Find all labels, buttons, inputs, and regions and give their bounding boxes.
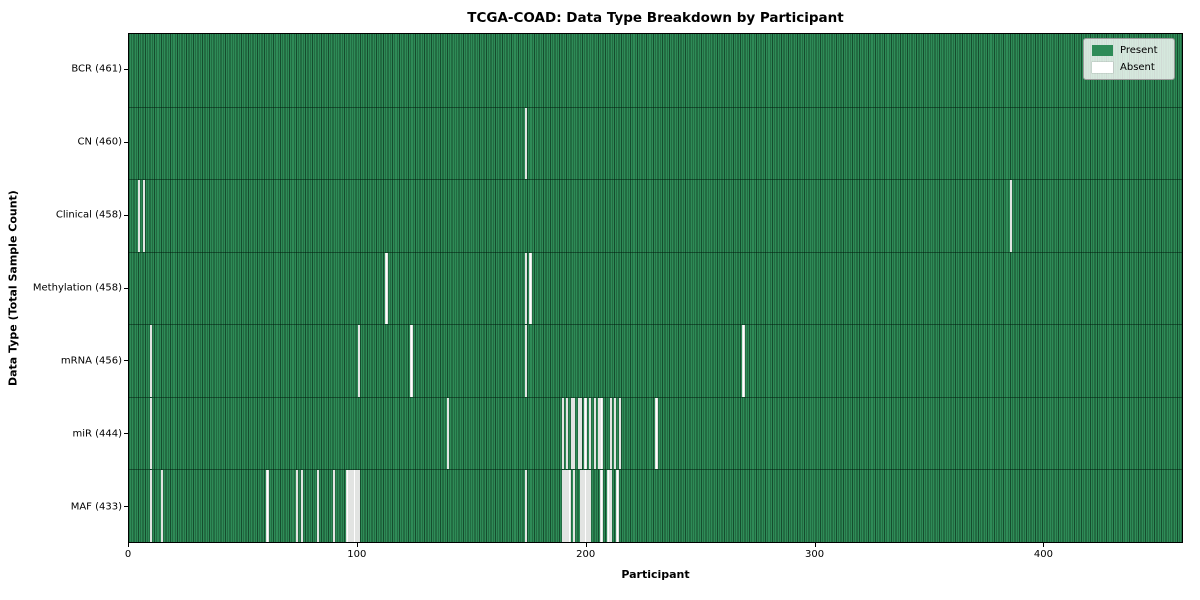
y-tick-mark (124, 506, 128, 508)
y-tick-mark (124, 68, 128, 70)
absent-bar (524, 252, 528, 325)
absent-bar (142, 180, 145, 252)
x-tick-label-0: 0 (124, 549, 132, 560)
legend-label-present: Present (1120, 45, 1158, 56)
x-axis-label: Participant (621, 568, 690, 581)
absent-bar (1010, 180, 1013, 252)
row-mRNA (129, 324, 1182, 397)
absent-bar (566, 470, 569, 542)
absent-bar (607, 470, 610, 542)
x-tick-mark (585, 543, 587, 547)
absent-bar (447, 397, 450, 470)
absent-bar (618, 397, 622, 470)
x-tick-label-400: 400 (1033, 549, 1053, 560)
absent-bar (614, 397, 617, 470)
row-CN (129, 106, 1182, 180)
absent-bar (355, 470, 358, 542)
x-tick-label-200: 200 (576, 549, 596, 560)
absent-bar (572, 470, 576, 542)
legend-item-present: Present (1092, 45, 1166, 56)
absent-bar (300, 470, 303, 542)
absent-bar (584, 470, 587, 542)
absent-bar (563, 470, 567, 542)
absent-bar (357, 470, 361, 542)
y-tick-label-CN: CN (460) (77, 136, 122, 148)
legend-label-absent: Absent (1120, 62, 1155, 73)
absent-bar (149, 470, 152, 542)
absent-bar (561, 397, 564, 470)
absent-bar (616, 470, 619, 542)
absent-bar (586, 470, 589, 542)
absent-bar (579, 470, 583, 542)
absent-bar (357, 325, 361, 397)
present-swatch-icon (1092, 45, 1113, 56)
plot-area (128, 33, 1183, 543)
absent-bar (598, 397, 601, 470)
legend-item-absent: Absent (1092, 62, 1166, 73)
x-tick-mark (356, 543, 358, 547)
absent-bar (353, 470, 356, 542)
absent-bar (572, 397, 576, 470)
absent-bar (138, 180, 141, 252)
legend: Present Absent (1083, 38, 1175, 80)
absent-bar (609, 470, 612, 542)
y-tick-label-mRNA: mRNA (456) (60, 355, 122, 367)
y-tick-label-MAF: MAF (433) (70, 501, 122, 513)
row-MAF (129, 469, 1182, 542)
absent-bar (570, 397, 573, 470)
absent-bar (332, 470, 335, 542)
chart-title: TCGA-COAD: Data Type Breakdown by Partic… (467, 10, 844, 26)
absent-swatch-icon (1092, 62, 1113, 73)
x-tick-label-300: 300 (805, 549, 825, 560)
x-tick-mark (128, 543, 129, 547)
y-tick-mark (124, 141, 128, 143)
absent-bar (149, 397, 152, 470)
y-tick-label-Clinical: Clinical (458) (55, 209, 122, 221)
absent-bar (316, 470, 319, 542)
absent-bar (577, 397, 580, 470)
absent-bar (296, 470, 299, 542)
y-tick-mark (124, 214, 128, 216)
absent-bar (600, 397, 603, 470)
absent-bar (149, 325, 152, 397)
absent-bar (266, 470, 269, 542)
absent-bar (346, 470, 349, 542)
absent-bar (348, 470, 351, 542)
absent-bar (742, 325, 745, 397)
absent-bar (582, 470, 585, 542)
absent-bar (529, 252, 532, 325)
absent-bar (350, 470, 354, 542)
x-tick-mark (1043, 543, 1045, 547)
row-miR (129, 396, 1182, 470)
absent-bar (161, 470, 164, 542)
absent-bar (524, 107, 528, 180)
absent-bar (524, 325, 528, 397)
y-tick-mark (124, 433, 128, 435)
row-BCR (129, 34, 1182, 107)
y-tick-mark (124, 287, 128, 289)
y-tick-label-BCR: BCR (461) (71, 63, 122, 75)
absent-bar (609, 397, 612, 470)
absent-bar (566, 397, 569, 470)
row-Methylation (129, 251, 1182, 325)
absent-bar (568, 470, 571, 542)
row-Clinical (129, 179, 1182, 252)
absent-bar (588, 397, 592, 470)
absent-bar (584, 397, 587, 470)
absent-bar (600, 470, 603, 542)
x-tick-label-100: 100 (347, 549, 367, 560)
x-tick-mark (814, 543, 816, 547)
y-tick-label-Methylation: Methylation (458) (32, 282, 122, 294)
absent-bar (579, 397, 583, 470)
absent-bar (561, 470, 564, 542)
absent-bar (385, 252, 388, 325)
absent-bar (410, 325, 413, 397)
y-tick-mark (124, 360, 128, 362)
y-tick-label-miR: miR (444) (72, 428, 122, 440)
absent-bar (593, 397, 596, 470)
absent-bar (524, 470, 528, 542)
absent-bar (655, 397, 658, 470)
absent-bar (588, 470, 592, 542)
